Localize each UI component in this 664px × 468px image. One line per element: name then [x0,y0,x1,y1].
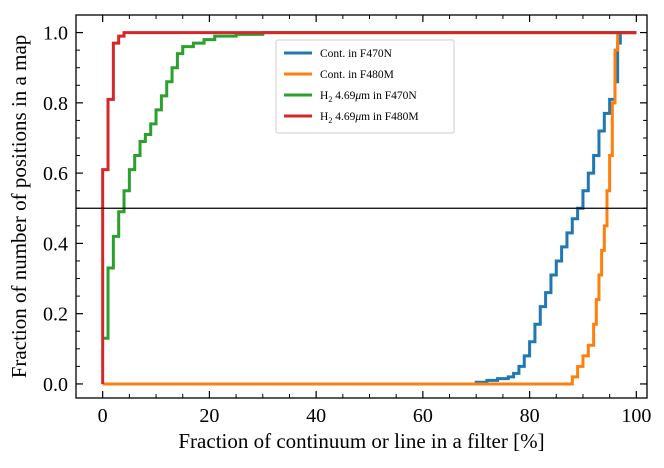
x-tick-label: 40 [306,405,326,427]
y-tick-label: 0.2 [43,304,68,326]
x-tick-label: 80 [520,405,540,427]
series-line-4 [101,31,637,384]
legend-entry-label: H2 4.69μm in F480M [320,111,419,125]
legend-entry-label: Cont. in F470N [320,48,393,60]
y-tick-label: 0.6 [43,163,68,185]
legend: Cont. in F470N Cont. in F480M H2 4.69μm in… [275,39,455,134]
legend-entry-label: H2 4.69μm in F470N [320,90,417,104]
x-tick-label: 20 [199,405,219,427]
y-tick-label: 0.4 [43,233,68,255]
x-tick-label: 60 [413,405,433,427]
series-line-2 [102,31,637,386]
y-axis-label: Fraction of number of positions in a map [7,35,31,379]
legend-entry-label: Cont. in F480M [320,69,394,81]
plot-frame [75,14,648,399]
x-tick-label: 100 [621,405,651,427]
y-tick-label: 0.8 [43,93,68,115]
x-axis-label: Fraction of continuum or line in a filte… [178,429,544,453]
series-line-3 [102,31,637,340]
legend-box [275,39,455,134]
series-line-1 [102,31,637,386]
axis-ticks: 0 20 40 60 80 100 0.0 0.2 0.4 0.6 0.8 1.0 [43,15,651,427]
x-tick-label: 0 [98,405,108,427]
y-tick-label: 1.0 [43,23,68,45]
series-lines [101,31,637,386]
y-tick-label: 0.0 [43,374,68,396]
